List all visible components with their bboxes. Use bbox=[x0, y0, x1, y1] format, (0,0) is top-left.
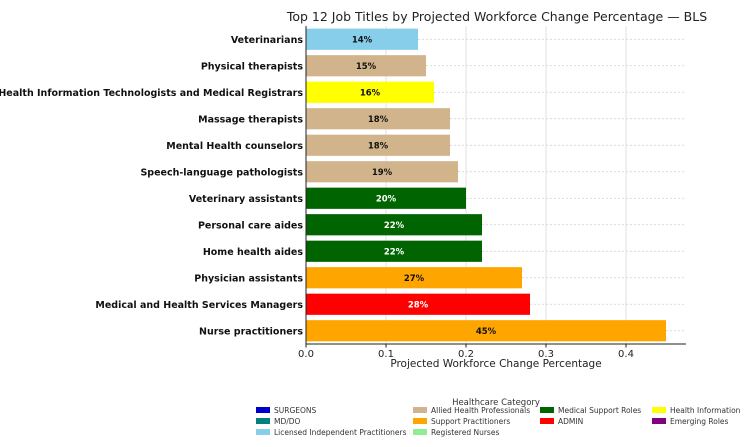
legend-label: ADMIN bbox=[558, 417, 583, 426]
legend-swatch bbox=[413, 429, 427, 435]
legend-label: Emerging Roles bbox=[670, 417, 729, 426]
data-label: 27% bbox=[404, 274, 425, 284]
legend-swatch bbox=[652, 407, 666, 413]
legend-label: Health Information bbox=[670, 406, 741, 415]
legend-item: Registered Nurses bbox=[413, 428, 499, 437]
category-label: Massage therapists bbox=[198, 114, 303, 125]
legend-swatch bbox=[256, 407, 270, 413]
legend-swatch bbox=[652, 418, 666, 424]
legend-label: Medical Support Roles bbox=[558, 406, 641, 415]
bar bbox=[306, 81, 434, 103]
legend-label: Licensed Independent Practitioners bbox=[274, 428, 407, 437]
legend-label: SURGEONS bbox=[274, 406, 317, 415]
data-label: 22% bbox=[384, 247, 405, 257]
category-label: Health Information Technologists and Med… bbox=[0, 88, 303, 99]
legend-entries: SURGEONS MD/DO Licensed Independent Practi… bbox=[256, 406, 741, 437]
legend-swatch bbox=[540, 418, 554, 424]
category-label: Nurse practitioners bbox=[199, 326, 303, 337]
legend-item: MD/DO bbox=[256, 417, 301, 426]
legend-item: Support Practitioners bbox=[413, 417, 510, 426]
bar bbox=[306, 267, 522, 289]
data-label: 22% bbox=[384, 221, 405, 231]
legend-swatch bbox=[256, 418, 270, 424]
bar bbox=[306, 320, 666, 342]
legend-item: Emerging Roles bbox=[652, 417, 729, 426]
legend-item: Allied Health Professionals bbox=[413, 406, 530, 415]
data-label: 16% bbox=[360, 88, 381, 98]
legend-label: Registered Nurses bbox=[431, 428, 499, 437]
legend-swatch bbox=[540, 407, 554, 413]
category-label: Personal care aides bbox=[198, 220, 303, 231]
data-label: 45% bbox=[476, 327, 497, 337]
chart-title: Top 12 Job Titles by Projected Workforce… bbox=[286, 9, 707, 24]
bar bbox=[306, 293, 530, 315]
category-label: Home health aides bbox=[203, 247, 304, 258]
category-label: Medical and Health Services Managers bbox=[95, 300, 303, 311]
x-tick-label: 0.2 bbox=[458, 349, 474, 360]
data-label: 19% bbox=[372, 168, 393, 178]
legend-label: Allied Health Professionals bbox=[431, 406, 530, 415]
category-label: Physician assistants bbox=[194, 273, 303, 284]
legend-swatch bbox=[256, 429, 270, 435]
data-label: 20% bbox=[376, 194, 397, 204]
data-label: 15% bbox=[356, 62, 377, 72]
bar bbox=[306, 28, 418, 50]
legend-title: Healthcare Category bbox=[452, 398, 540, 408]
bars bbox=[306, 28, 666, 342]
x-tick-labels: 0.0 0.1 0.2 0.3 0.4 bbox=[298, 349, 634, 360]
legend-item: Health Information bbox=[652, 406, 741, 415]
category-label: Speech-language pathologists bbox=[140, 167, 303, 178]
bar bbox=[306, 214, 482, 236]
data-label: 18% bbox=[368, 141, 389, 151]
legend-item: Medical Support Roles bbox=[540, 406, 641, 415]
x-tick-label: 0.4 bbox=[618, 349, 634, 360]
category-label: Veterinary assistants bbox=[189, 194, 303, 205]
x-axis-label: Projected Workforce Change Percentage bbox=[390, 358, 601, 370]
bar bbox=[306, 108, 450, 130]
axes bbox=[305, 26, 686, 348]
legend-swatch bbox=[413, 407, 427, 413]
x-tick-label: 0.1 bbox=[378, 349, 394, 360]
bar bbox=[306, 240, 482, 262]
category-label: Physical therapists bbox=[201, 61, 304, 72]
bar bbox=[306, 187, 466, 209]
bar bbox=[306, 55, 426, 77]
legend-item: Licensed Independent Practitioners bbox=[256, 428, 407, 437]
legend-item: SURGEONS bbox=[256, 406, 317, 415]
legend-item: ADMIN bbox=[540, 417, 583, 426]
bar bbox=[306, 134, 450, 156]
data-labels: 14% 15% 16% 18% 18% 19% 20% 22% 22% 27% 28% 45% bbox=[352, 35, 497, 337]
category-label: Mental Health counselors bbox=[166, 141, 303, 152]
bar bbox=[306, 161, 458, 183]
legend-label: Support Practitioners bbox=[431, 417, 510, 426]
category-label: Veterinarians bbox=[231, 35, 303, 46]
legend-swatch bbox=[413, 418, 427, 424]
data-label: 18% bbox=[368, 115, 389, 125]
category-labels: Veterinarians Physical therapists Health I… bbox=[0, 35, 303, 338]
legend: Healthcare Category SURGEONS MD/DO License… bbox=[256, 398, 741, 437]
legend-label: MD/DO bbox=[274, 417, 301, 426]
data-label: 14% bbox=[352, 35, 373, 45]
x-tick-label: 0.0 bbox=[298, 349, 314, 360]
data-label: 28% bbox=[408, 300, 429, 310]
x-tick-label: 0.3 bbox=[538, 349, 554, 360]
